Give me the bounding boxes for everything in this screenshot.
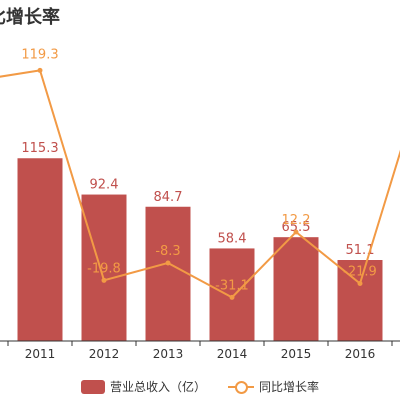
legend-bar-swatch-icon <box>80 379 105 394</box>
chart-title: 比增长率 <box>0 7 60 28</box>
x-tick-label: 2015 <box>281 347 312 361</box>
x-tick-label: 2012 <box>89 347 120 361</box>
growth-labels-layer: 119.3 -19.8 -8.3 -31.1 12.2 -21.9 <box>21 47 376 293</box>
revenue-bar[interactable] <box>337 260 383 341</box>
revenue-bar-label: 58.4 <box>218 231 247 246</box>
growth-point[interactable] <box>165 260 171 266</box>
revenue-bar[interactable] <box>81 194 127 341</box>
growth-point-label: 119.3 <box>21 47 58 62</box>
bar-labels-layer: 115.3 92.4 84.7 58.4 65.5 51.1 <box>21 141 374 258</box>
growth-point[interactable] <box>37 67 43 73</box>
growth-point-label: -21.9 <box>343 264 377 279</box>
revenue-bar-label: 115.3 <box>21 141 58 156</box>
legend-item-growth[interactable]: 同比增长率 <box>228 378 319 395</box>
revenue-bar-label: 65.5 <box>282 220 311 235</box>
revenue-bar[interactable] <box>17 158 63 341</box>
growth-line-layer <box>0 67 400 300</box>
x-tick-label: 2013 <box>153 347 184 361</box>
growth-point-label: -8.3 <box>155 244 180 259</box>
growth-point[interactable] <box>293 229 299 235</box>
legend-item-revenue[interactable]: 营业总收入（亿） <box>80 378 206 395</box>
growth-point-label: 12.2 <box>282 213 311 228</box>
growth-line <box>0 69 400 299</box>
x-tick-label: 2016 <box>345 347 376 361</box>
growth-point-label: -31.1 <box>215 278 249 293</box>
x-tick-label: 2014 <box>217 347 248 361</box>
revenue-bar[interactable] <box>145 206 191 341</box>
x-tick-label: 2011 <box>25 347 56 361</box>
bars-layer <box>17 158 383 341</box>
growth-point-label: -19.8 <box>87 261 121 276</box>
revenue-bar-label: 84.7 <box>154 190 183 205</box>
revenue-bar[interactable] <box>209 248 255 341</box>
growth-point[interactable] <box>357 280 363 286</box>
legend-line-swatch-icon <box>228 380 254 394</box>
revenue-bar-label: 51.1 <box>346 243 375 258</box>
x-ticks-layer: 2011 2012 2013 2014 2015 2016 <box>7 341 393 361</box>
legend-label-growth: 同比增长率 <box>259 380 320 394</box>
revenue-bar[interactable] <box>273 237 319 341</box>
growth-point[interactable] <box>101 277 107 283</box>
legend-label-revenue: 营业总收入（亿） <box>109 380 206 394</box>
growth-point[interactable] <box>229 294 235 300</box>
revenue-bar-label: 92.4 <box>90 178 119 193</box>
legend: 营业总收入（亿） 同比增长率 <box>0 378 400 395</box>
